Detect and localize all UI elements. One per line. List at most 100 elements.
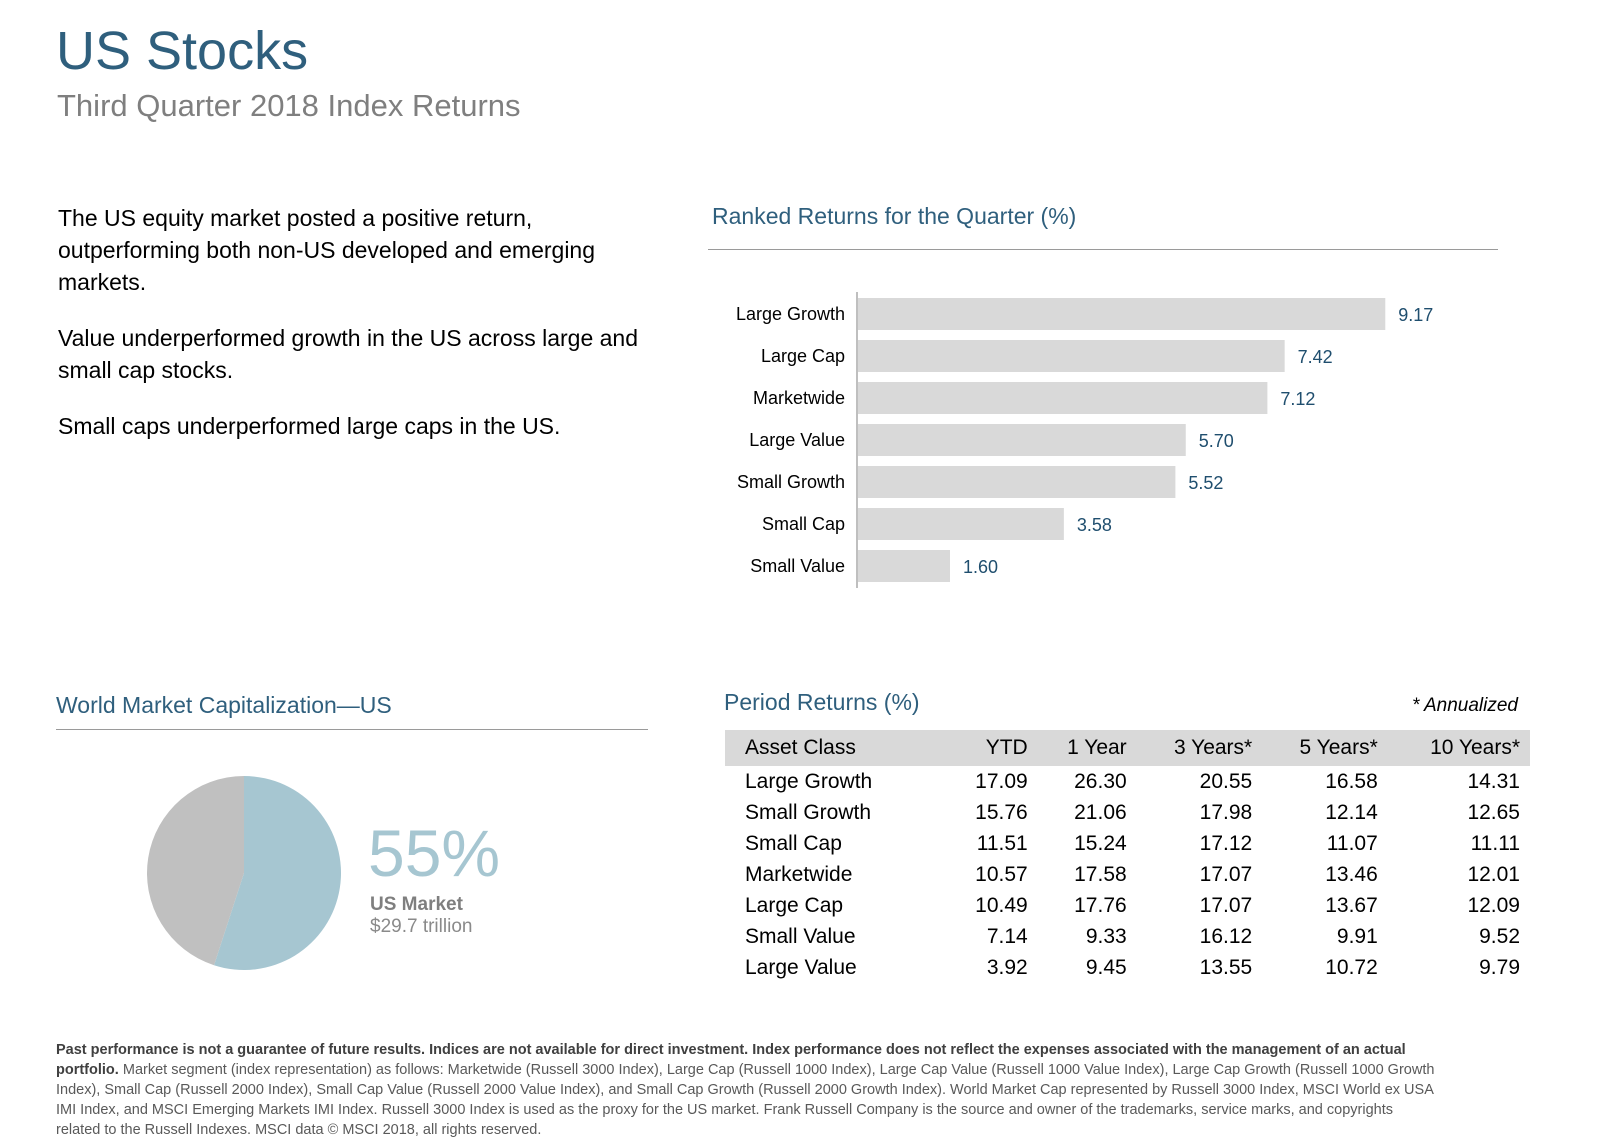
- table-row: Large Cap 10.49 17.76 17.07 13.67 12.09: [725, 890, 1530, 921]
- return-cell: 12.14: [1325, 800, 1378, 824]
- table-row: Small Value 7.14 9.33 16.12 9.91 9.52: [725, 921, 1530, 952]
- page-title: US Stocks: [56, 21, 309, 81]
- return-cell: 9.52: [1479, 924, 1520, 948]
- return-cell: 11.51: [976, 831, 1028, 855]
- data-label: 7.12: [1280, 389, 1315, 409]
- pie-slice-rest-of-world: [146, 776, 244, 966]
- commentary-paragraph: Small caps underperformed large caps in …: [58, 413, 561, 439]
- return-cell: 17.07: [1199, 862, 1253, 886]
- return-cell: 15.24: [1074, 831, 1127, 855]
- data-label: 1.60: [963, 557, 998, 577]
- ranked-returns-bar-chart: Large Growth 9.17 Large Cap 7.42 Marketwide 7…: [736, 292, 1433, 588]
- category-label: Small Value: [750, 556, 845, 576]
- bar: [858, 424, 1186, 456]
- return-cell: 13.46: [1325, 862, 1378, 886]
- table-row: Large Growth 17.09 26.30 20.55 16.58 14.31: [725, 766, 1530, 797]
- category-label: Large Growth: [736, 304, 845, 324]
- pie-slice-us: [214, 776, 341, 970]
- bar: [858, 550, 950, 582]
- return-cell: 17.98: [1199, 800, 1253, 824]
- return-cell: 13.67: [1325, 893, 1378, 917]
- bar: [858, 382, 1268, 414]
- return-cell: 21.06: [1074, 800, 1127, 824]
- world-cap-divider: [56, 729, 648, 730]
- column-header: 10 Years*: [1387, 730, 1530, 766]
- data-label: 7.42: [1298, 347, 1333, 367]
- return-cell: 13.55: [1199, 955, 1253, 979]
- column-header: 1 Year: [1037, 730, 1137, 766]
- period-returns-heading: Period Returns (%): [724, 689, 920, 715]
- return-cell: 7.14: [986, 924, 1028, 948]
- return-cell: 9.45: [1085, 955, 1127, 979]
- return-cell: 12.09: [1467, 893, 1520, 917]
- bar: [858, 466, 1176, 498]
- table-header-row: Asset Class YTD 1 Year 3 Years* 5 Years*…: [725, 730, 1530, 766]
- return-cell: 9.91: [1336, 924, 1378, 948]
- bar: [858, 340, 1285, 372]
- return-cell: 11.11: [1470, 831, 1520, 855]
- asset-class-cell: Large Growth: [745, 769, 873, 793]
- us-market-value: $29.7 trillion: [370, 916, 473, 937]
- world-cap-pie-chart: [146, 776, 341, 970]
- return-cell: 14.31: [1467, 769, 1520, 793]
- asset-class-cell: Small Value: [745, 924, 856, 948]
- return-cell: 9.79: [1479, 955, 1520, 979]
- category-label: Large Cap: [761, 346, 845, 366]
- table-row: Small Growth 15.76 21.06 17.98 12.14 12.65: [725, 797, 1530, 828]
- commentary-paragraph: Value underperformed growth in the US ac…: [58, 325, 639, 383]
- return-cell: 9.33: [1085, 924, 1127, 948]
- us-market-label: US Market: [370, 894, 463, 915]
- us-market-percent: 55%: [368, 816, 501, 890]
- category-label: Marketwide: [753, 388, 845, 408]
- table-row: Large Value 3.92 9.45 13.55 10.72 9.79: [725, 952, 1530, 983]
- return-cell: 16.58: [1325, 769, 1378, 793]
- return-cell: 17.58: [1074, 862, 1127, 886]
- return-cell: 16.12: [1199, 924, 1253, 948]
- data-label: 3.58: [1077, 515, 1112, 535]
- world-cap-heading: World Market Capitalization—US: [56, 692, 392, 718]
- category-label: Small Cap: [762, 514, 845, 534]
- column-header: YTD: [948, 730, 1038, 766]
- return-cell: 3.92: [986, 955, 1028, 979]
- return-cell: 17.12: [1199, 831, 1253, 855]
- return-cell: 20.55: [1199, 769, 1253, 793]
- page-subtitle: Third Quarter 2018 Index Returns: [57, 88, 521, 123]
- asset-class-cell: Large Cap: [745, 893, 844, 917]
- return-cell: 10.72: [1325, 955, 1378, 979]
- disclosure-bold: Past performance is not a guarantee of f…: [56, 1042, 1406, 1078]
- data-label: 5.52: [1188, 473, 1223, 493]
- return-cell: 17.76: [1074, 893, 1127, 917]
- bar: [858, 298, 1386, 330]
- commentary-paragraph: The US equity market posted a positive r…: [58, 205, 596, 295]
- return-cell: 12.01: [1467, 862, 1520, 886]
- return-cell: 11.07: [1326, 831, 1378, 855]
- category-label: Large Value: [749, 430, 845, 450]
- ranked-returns-heading: Ranked Returns for the Quarter (%): [712, 203, 1077, 229]
- return-cell: 12.65: [1467, 800, 1520, 824]
- return-cell: 10.57: [975, 862, 1028, 886]
- disclosure-footnote: Past performance is not a guarantee of f…: [56, 1040, 1436, 1140]
- column-header: 3 Years*: [1136, 730, 1263, 766]
- return-cell: 26.30: [1074, 769, 1127, 793]
- disclosure-text: Market segment (index representation) as…: [56, 1062, 1435, 1138]
- table-row: Marketwide 10.57 17.58 17.07 13.46 12.01: [725, 859, 1530, 890]
- period-returns-table: Asset Class YTD 1 Year 3 Years* 5 Years*…: [725, 730, 1530, 983]
- data-label: 9.17: [1398, 305, 1433, 325]
- ranked-returns-divider: [708, 249, 1498, 250]
- return-cell: 10.49: [975, 893, 1028, 917]
- commentary: The US equity market posted a positive r…: [58, 202, 648, 466]
- return-cell: 17.09: [975, 769, 1028, 793]
- table-row: Small Cap 11.51 15.24 17.12 11.07 11.11: [725, 828, 1530, 859]
- return-cell: 17.07: [1199, 893, 1253, 917]
- column-header: 5 Years*: [1262, 730, 1388, 766]
- annualized-note: * Annualized: [1412, 695, 1518, 716]
- data-label: 5.70: [1199, 431, 1234, 451]
- asset-class-cell: Marketwide: [745, 862, 853, 886]
- return-cell: 15.76: [975, 800, 1028, 824]
- column-header: Asset Class: [725, 730, 949, 766]
- asset-class-cell: Large Value: [745, 955, 857, 979]
- asset-class-cell: Small Growth: [745, 800, 872, 824]
- bar: [858, 508, 1064, 540]
- category-label: Small Growth: [737, 472, 845, 492]
- asset-class-cell: Small Cap: [745, 831, 842, 855]
